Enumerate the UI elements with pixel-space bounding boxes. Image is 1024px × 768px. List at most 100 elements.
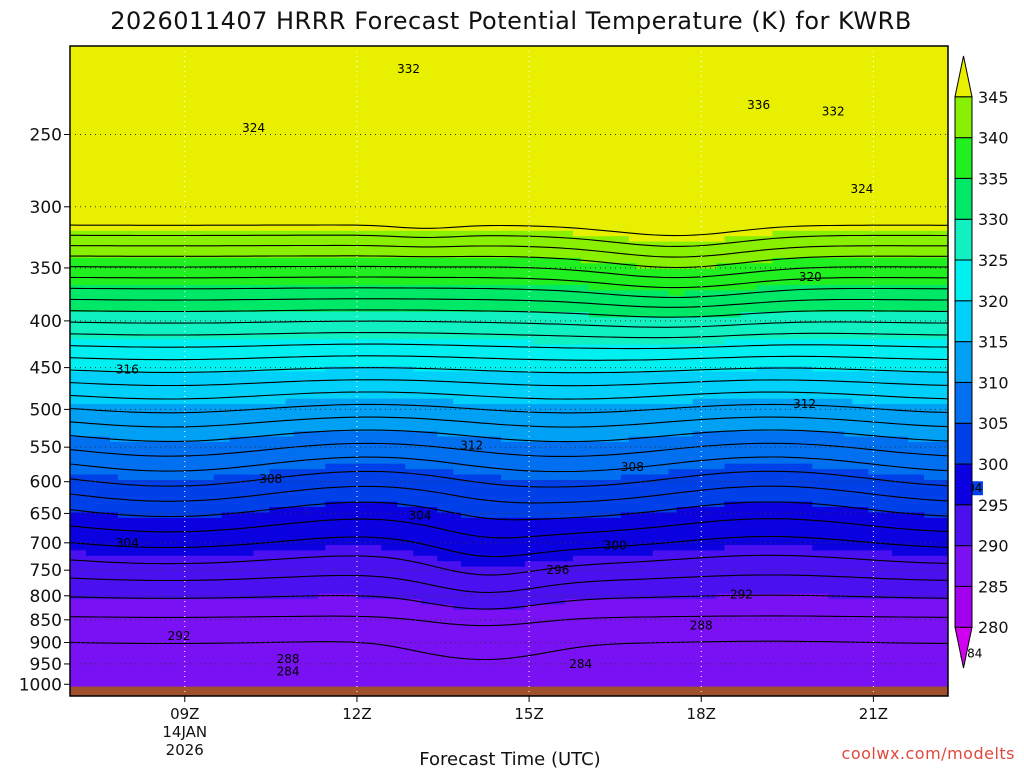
band-cell: [724, 506, 734, 513]
band-cell: [149, 468, 159, 475]
band-cell: [748, 679, 758, 686]
band-cell: [397, 457, 406, 464]
band-cell: [181, 598, 191, 605]
band-cell: [93, 636, 103, 643]
band-cell: [884, 587, 893, 594]
band-cell: [772, 517, 781, 524]
band-cell: [269, 495, 279, 502]
band-cell: [221, 457, 231, 464]
band-cell: [692, 668, 702, 675]
band-cell: [724, 495, 734, 502]
band-cell: [125, 501, 135, 508]
band-cell: [333, 609, 342, 616]
band-cell: [70, 468, 79, 475]
band-cell: [556, 663, 566, 670]
band-cell: [924, 631, 933, 638]
band-cell: [485, 598, 494, 605]
band-cell: [405, 544, 414, 551]
band-cell: [509, 501, 518, 508]
band-cell: [628, 544, 638, 551]
band-cell: [317, 506, 327, 513]
band-cell: [572, 603, 582, 610]
band-cell: [421, 495, 430, 502]
band-cell: [405, 576, 414, 583]
band-cell: [612, 506, 622, 513]
band-cell: [421, 549, 430, 556]
band-cell: [540, 501, 550, 508]
band-cell: [269, 463, 279, 470]
band-cell: [892, 468, 901, 475]
band-cell: [429, 614, 438, 621]
band-cell: [548, 533, 558, 540]
band-cell: [341, 452, 350, 459]
band-cell: [604, 495, 614, 502]
band-cell: [644, 679, 654, 686]
band-cell: [213, 587, 223, 594]
band-cell: [309, 479, 319, 486]
band-cell: [461, 479, 470, 486]
band-cell: [509, 571, 518, 578]
band-cell: [828, 598, 837, 605]
band-cell: [93, 668, 103, 675]
band-cell: [93, 517, 103, 524]
band-cell: [540, 571, 550, 578]
band-cell: [333, 663, 342, 670]
band-cell: [149, 538, 159, 545]
band-cell: [501, 528, 510, 535]
band-cell: [692, 641, 702, 648]
band-cell: [501, 658, 510, 665]
band-cell: [740, 549, 750, 556]
band-cell: [389, 652, 398, 659]
band-cell: [780, 511, 789, 518]
band-cell: [668, 641, 678, 648]
band-cell: [341, 614, 350, 621]
band-cell: [181, 495, 191, 502]
band-cell: [109, 511, 119, 518]
band-cell: [325, 576, 334, 583]
band-cell: [572, 663, 582, 670]
band-cell: [141, 484, 151, 491]
band-cell: [612, 603, 622, 610]
band-cell: [924, 652, 933, 659]
band-cell: [109, 566, 119, 573]
band-cell: [860, 652, 869, 659]
band-cell: [916, 652, 925, 659]
band-cell: [844, 490, 853, 497]
band-cell: [293, 620, 303, 627]
band-cell: [780, 636, 789, 643]
band-cell: [940, 603, 948, 610]
band-cell: [149, 641, 159, 648]
band-cell: [469, 674, 478, 681]
band-cell: [149, 506, 159, 513]
band-cell: [70, 473, 79, 480]
band-cell: [429, 544, 438, 551]
band-cell: [924, 609, 933, 616]
band-cell: [884, 668, 893, 675]
band-cell: [860, 631, 869, 638]
band-cell: [780, 571, 789, 578]
band-cell: [213, 658, 223, 665]
band-cell: [804, 582, 813, 589]
band-cell: [173, 566, 183, 573]
band-cell: [445, 658, 454, 665]
band-cell: [277, 587, 287, 594]
band-cell: [876, 641, 885, 648]
band-cell: [652, 484, 662, 491]
band-cell: [540, 582, 550, 589]
band-cell: [916, 544, 925, 551]
band-cell: [668, 582, 678, 589]
band-cell: [652, 587, 662, 594]
band-cell: [149, 631, 159, 638]
band-cell: [317, 463, 327, 470]
band-cell: [756, 549, 766, 556]
band-cell: [85, 625, 95, 632]
band-cell: [684, 495, 694, 502]
band-cell: [341, 495, 350, 502]
band-cell: [556, 652, 566, 659]
band-cell: [548, 452, 558, 459]
band-cell: [540, 576, 550, 583]
band-cell: [413, 571, 422, 578]
band-cell: [253, 647, 263, 654]
band-cell: [189, 522, 199, 529]
band-cell: [109, 609, 119, 616]
